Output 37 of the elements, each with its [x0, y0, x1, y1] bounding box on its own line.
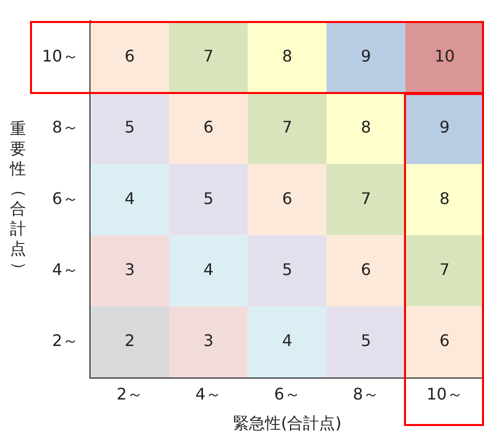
data-label: 9 [360, 46, 371, 66]
x-tick-label: 8～ [352, 384, 379, 404]
data-label: 6 [360, 260, 371, 279]
data-label: 10 [434, 46, 455, 66]
data-label: 8 [282, 46, 292, 66]
data-label: 7 [440, 260, 450, 279]
x-tick-label: 2～ [116, 384, 143, 404]
y-tick-label: 4～ [52, 260, 78, 279]
data-label: 9 [440, 118, 450, 137]
data-label: 8 [440, 188, 450, 208]
data-label: 2 [124, 331, 135, 350]
x-tick-label: 6～ [274, 384, 300, 404]
data-label: 3 [203, 331, 214, 350]
y-tick-label: 8～ [52, 118, 78, 137]
x-tick-label: 10～ [426, 384, 463, 404]
data-label: 4 [124, 188, 135, 208]
y-tick-label: 10～ [42, 46, 78, 66]
data-label: 6 [440, 331, 450, 350]
x-axis-title: 緊急性(合計点) [232, 414, 342, 433]
data-label: 4 [282, 331, 292, 350]
y-axis-title: 重要性（合計点） [9, 118, 29, 278]
data-label: 7 [360, 188, 371, 208]
y-tick-label: 6～ [52, 188, 78, 208]
data-label: 5 [360, 331, 371, 350]
y-tick-label: 2～ [52, 331, 78, 350]
data-label: 6 [124, 46, 135, 66]
data-label: 5 [282, 260, 292, 279]
data-label: 5 [124, 118, 135, 137]
data-label: 7 [282, 118, 292, 137]
data-label: 6 [282, 188, 292, 208]
x-tick-label: 4～ [195, 384, 222, 404]
data-label: 4 [203, 260, 214, 279]
data-label: 3 [124, 260, 135, 279]
data-label: 6 [203, 118, 214, 137]
data-label: 5 [203, 188, 214, 208]
data-label: 7 [203, 46, 214, 66]
data-label: 8 [360, 118, 371, 137]
